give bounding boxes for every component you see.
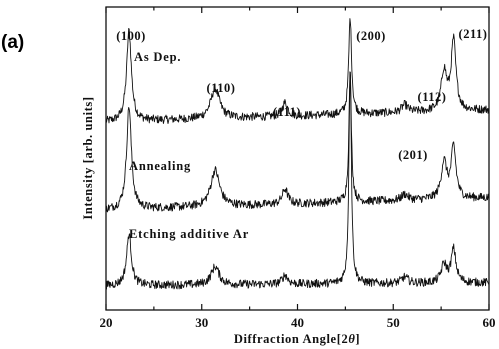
peak-label: (112) (418, 90, 447, 104)
peak-label: (100) (116, 29, 146, 43)
x-tick-label: 20 (100, 315, 113, 330)
peak-label: (201) (398, 148, 428, 162)
peak-labels: (100) (110) (111) (200) (201) (112) (211) (116, 27, 487, 162)
trace-label: Etching additive Ar (129, 227, 249, 241)
x-tick-label: 40 (291, 315, 304, 330)
panel-label: (a) (1, 32, 24, 53)
peak-label: (110) (207, 81, 236, 95)
y-axis-title: Intensity [arb. units] (81, 96, 95, 219)
x-axis-title-text: Diffraction Angle[2 (234, 332, 349, 346)
peak-label: (111) (273, 105, 301, 119)
traces (105, 18, 490, 290)
trace-2 (105, 71, 490, 290)
peak-label: (211) (459, 27, 488, 41)
trace-label: Annealing (129, 159, 191, 173)
trace-labels: As Dep. Annealing Etching additive Ar (129, 50, 249, 241)
x-tick-label: 30 (195, 315, 208, 330)
x-axis-title-close: ] (355, 332, 360, 346)
x-axis-title: Diffraction Angle[2θ] (234, 332, 360, 346)
trace-label: As Dep. (134, 50, 181, 64)
x-axis-title-theta: θ (348, 332, 355, 346)
x-tick-label: 60 (483, 315, 496, 330)
x-tick-label: 50 (387, 315, 400, 330)
trace-0 (105, 18, 490, 124)
axis-ticks: 20 30 40 50 60 (100, 7, 496, 330)
peak-label: (200) (356, 29, 386, 43)
trace-1 (105, 74, 490, 213)
